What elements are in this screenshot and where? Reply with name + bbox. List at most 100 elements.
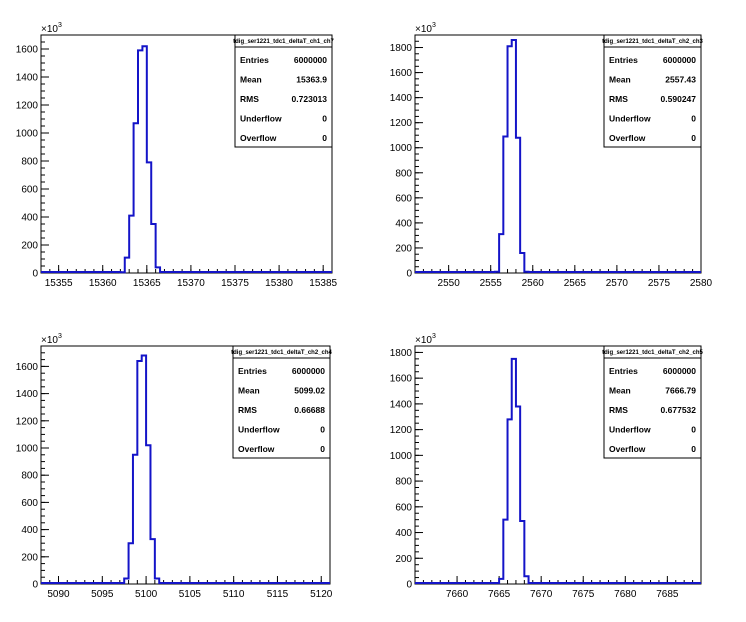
stats-key-mean: Mean <box>609 386 631 396</box>
y-tick-label: 800 <box>395 477 412 488</box>
stats-box-frame <box>603 345 702 459</box>
x-tick-label: 5090 <box>47 589 70 600</box>
x-tick-label: 15370 <box>177 278 205 289</box>
y-exponent-base: ×10 <box>41 24 58 35</box>
y-tick-label: 800 <box>21 471 38 482</box>
x-tick-label: 7685 <box>656 589 679 600</box>
stats-value-mean: 2557.43 <box>665 75 696 85</box>
stats-value-rms: 0.590247 <box>661 94 697 104</box>
stats-value-underflow: 0 <box>691 425 696 435</box>
stats-key-entries: Entries <box>609 55 638 65</box>
stats-box: tdig_ser1221_tdc1_deltaT_ch1_ch7 Entries 6… <box>233 34 335 148</box>
y-tick-label: 1200 <box>16 416 39 427</box>
x-tick-label: 5110 <box>223 589 245 600</box>
y-tick-label: 1000 <box>390 451 413 462</box>
stats-value-overflow: 0 <box>320 444 325 454</box>
stats-box-frame <box>232 345 331 459</box>
x-tick-label: 2550 <box>438 278 461 289</box>
stats-title: tdig_ser1221_tdc1_deltaT_ch2_ch4 <box>231 350 332 356</box>
y-tick-label: 200 <box>21 241 38 252</box>
y-tick-label: 1200 <box>16 101 39 112</box>
stats-key-rms: RMS <box>609 405 628 415</box>
y-tick-label: 0 <box>406 269 412 280</box>
y-tick-label: 800 <box>395 168 412 179</box>
stats-key-underflow: Underflow <box>609 114 651 124</box>
x-tick-label: 15360 <box>89 278 117 289</box>
y-exponent-power: 3 <box>432 333 436 340</box>
stats-key-entries: Entries <box>609 366 638 376</box>
x-tick-label: 5120 <box>310 589 333 600</box>
y-tick-label: 400 <box>395 218 412 229</box>
stats-value-underflow: 0 <box>322 114 327 124</box>
stats-value-entries: 6000000 <box>294 55 327 65</box>
stats-value-entries: 6000000 <box>663 366 696 376</box>
x-tick-label: 2565 <box>564 278 587 289</box>
stats-box-frame <box>603 34 702 148</box>
x-tick-label: 5115 <box>267 589 289 600</box>
stats-key-rms: RMS <box>238 405 257 415</box>
histogram-series <box>415 357 701 584</box>
stats-box-frame <box>234 34 333 148</box>
stats-title: tdig_ser1221_tdc1_deltaT_ch2_ch3 <box>602 39 703 45</box>
x-tick-label: 5105 <box>179 589 202 600</box>
x-tick-label: 2575 <box>648 278 671 289</box>
stats-key-mean: Mean <box>238 386 260 396</box>
y-exponent-label: ×103 <box>41 333 62 346</box>
stats-value-rms: 0.677532 <box>661 405 697 415</box>
stats-value-overflow: 0 <box>691 444 696 454</box>
y-exponent-label: ×103 <box>41 22 62 35</box>
x-tick-label: 2580 <box>690 278 713 289</box>
stats-box: tdig_ser1221_tdc1_deltaT_ch2_ch3 Entries 6… <box>602 34 704 148</box>
x-tick-label: 15355 <box>45 278 73 289</box>
x-tick-label: 5095 <box>91 589 114 600</box>
y-tick-label: 400 <box>21 525 38 536</box>
histogram-pad-2: 0 200 400 600 800 1000 1200 1400 1600 1800 2550 255… <box>390 22 713 289</box>
y-tick-label: 1000 <box>16 444 39 455</box>
y-tick-label: 1600 <box>390 68 413 79</box>
y-tick-label: 600 <box>395 502 412 513</box>
y-tick-label: 1400 <box>390 399 413 410</box>
y-tick-label: 1200 <box>390 118 413 129</box>
stats-key-underflow: Underflow <box>240 114 282 124</box>
y-tick-label: 0 <box>406 580 412 591</box>
stats-key-overflow: Overflow <box>609 133 646 143</box>
stats-value-mean: 5099.02 <box>294 386 325 396</box>
stats-key-overflow: Overflow <box>609 444 646 454</box>
y-tick-label: 1000 <box>390 143 413 154</box>
y-tick-label: 1600 <box>390 374 413 385</box>
y-exponent-power: 3 <box>58 22 62 29</box>
stats-key-rms: RMS <box>240 94 259 104</box>
y-exponent-power: 3 <box>58 333 62 340</box>
stats-value-entries: 6000000 <box>663 55 696 65</box>
y-tick-label: 1200 <box>390 425 413 436</box>
x-tick-label: 7660 <box>446 589 469 600</box>
stats-box: tdig_ser1221_tdc1_deltaT_ch2_ch5 Entries 6… <box>602 345 704 459</box>
y-exponent-base: ×10 <box>41 335 58 346</box>
y-tick-label: 400 <box>395 528 412 539</box>
y-exponent-label: ×103 <box>415 333 436 346</box>
stats-key-mean: Mean <box>240 75 262 85</box>
stats-title: tdig_ser1221_tdc1_deltaT_ch2_ch5 <box>602 350 703 356</box>
y-tick-label: 1000 <box>16 129 39 140</box>
stats-value-mean: 15363.9 <box>296 75 327 85</box>
x-tick-label: 15385 <box>309 278 337 289</box>
y-tick-label: 200 <box>21 552 38 563</box>
x-tick-label: 7670 <box>530 589 553 600</box>
y-tick-label: 1400 <box>16 73 39 84</box>
stats-value-rms: 0.723013 <box>292 94 328 104</box>
histogram-pad-4: 0 200 400 600 800 1000 1200 1400 1600 1800 7660 766… <box>390 333 704 600</box>
y-tick-label: 1600 <box>16 362 39 373</box>
stats-key-rms: RMS <box>609 94 628 104</box>
y-tick-label: 600 <box>395 193 412 204</box>
stats-key-mean: Mean <box>609 75 631 85</box>
histogram-pad-3: 0 200 400 600 800 1000 1200 1400 1600 5090 5095 510… <box>16 333 333 600</box>
x-tick-label: 5100 <box>135 589 158 600</box>
stats-key-overflow: Overflow <box>240 133 277 143</box>
stats-value-rms: 0.66688 <box>294 405 325 415</box>
x-tick-label: 15375 <box>221 278 249 289</box>
y-tick-label: 600 <box>21 185 38 196</box>
stats-box: tdig_ser1221_tdc1_deltaT_ch2_ch4 Entries 6… <box>231 345 333 459</box>
y-exponent-base: ×10 <box>415 24 432 35</box>
y-tick-label: 0 <box>32 580 38 591</box>
x-tick-label: 7665 <box>488 589 511 600</box>
